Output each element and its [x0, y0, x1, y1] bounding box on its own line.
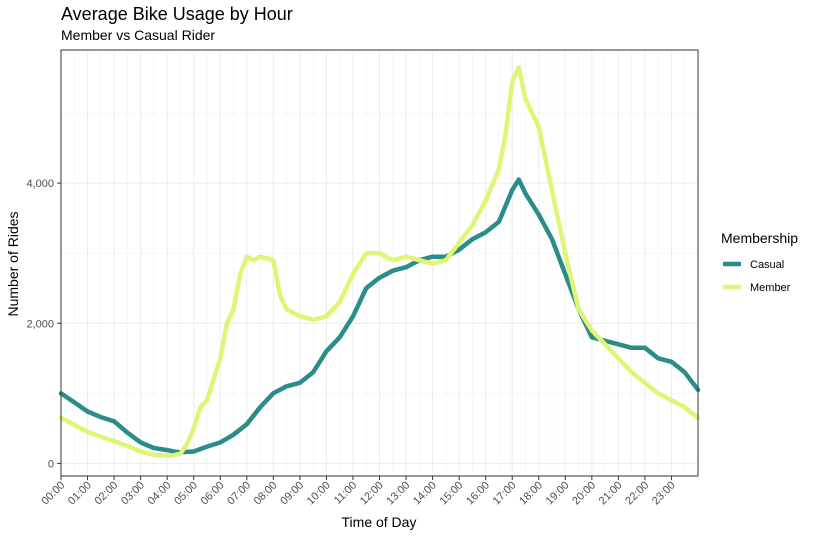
x-tick-label: 03:00 [119, 479, 147, 507]
x-tick-label: 07:00 [225, 479, 253, 507]
x-tick-label: 16:00 [464, 479, 492, 507]
x-tick-label: 20:00 [570, 479, 598, 507]
x-tick-label: 11:00 [332, 479, 359, 506]
legend: Membership Casual Member [721, 230, 798, 294]
y-tick-label: 4,000 [26, 178, 54, 190]
y-tick-label: 0 [48, 458, 54, 470]
x-tick-label: 04:00 [146, 479, 174, 507]
x-tick-label: 17:00 [491, 479, 519, 507]
series-lines [58, 65, 701, 458]
x-tick-label: 02:00 [92, 479, 120, 507]
legend-title: Membership [721, 230, 798, 246]
x-tick-label: 19:00 [544, 479, 572, 507]
x-tick-label: 09:00 [278, 479, 306, 507]
x-tick-label: 21:00 [597, 479, 625, 507]
x-tick-label: 10:00 [305, 479, 333, 507]
y-axis: 0 2,000 4,000 [26, 178, 61, 470]
x-tick-label: 18:00 [517, 479, 545, 507]
y-axis-title: Number of Rides [5, 211, 21, 316]
x-tick-label: 05:00 [172, 479, 200, 507]
chart-subtitle: Member vs Casual Rider [61, 27, 216, 43]
x-tick-label: 12:00 [358, 479, 386, 507]
x-axis: 00:0001:0002:0003:0004:0005:0006:0007:00… [39, 476, 678, 507]
x-tick-label: 22:00 [623, 479, 651, 507]
chart-title: Average Bike Usage by Hour [61, 4, 293, 24]
legend-label-casual: Casual [750, 259, 784, 271]
x-tick-label: 00:00 [39, 479, 67, 507]
x-tick-label: 13:00 [384, 479, 412, 507]
x-tick-label: 06:00 [199, 479, 227, 507]
x-tick-label: 15:00 [438, 479, 466, 507]
legend-label-member: Member [750, 282, 791, 294]
series-line-member [58, 65, 701, 458]
x-tick-label: 01:00 [66, 479, 94, 507]
x-tick-label: 23:00 [650, 479, 678, 507]
y-tick-label: 2,000 [26, 318, 54, 330]
grid-lines [60, 50, 699, 476]
x-tick-label: 14:00 [411, 479, 439, 507]
x-tick-label: 08:00 [252, 479, 280, 507]
x-axis-title: Time of Day [342, 514, 417, 530]
series-line-casual [58, 177, 701, 455]
